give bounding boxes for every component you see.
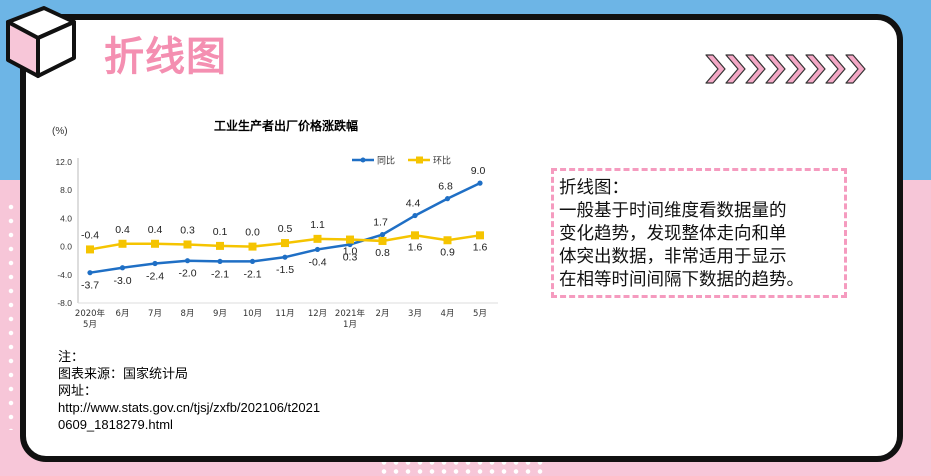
legend-label-yoy: 同比 [377, 155, 395, 167]
y-tick-label: 8.0 [60, 185, 72, 195]
x-tick-label: 9月 [213, 309, 227, 319]
chart-legend: 同比 环比 [352, 155, 451, 167]
data-point-yoy [477, 180, 483, 186]
data-point-mom [346, 235, 354, 244]
x-tick-label: 4月 [441, 309, 455, 319]
x-tick-label: 2月 [376, 309, 390, 319]
data-label-mom: 0.0 [245, 227, 260, 239]
data-label-mom: -0.4 [81, 229, 99, 241]
description-box: 折线图： 一般基于时间维度看数据量的 变化趋势，发现整体走向和单 体突出数据，非… [551, 168, 847, 298]
data-label-mom: 0.4 [148, 224, 163, 236]
data-label-yoy: -0.4 [308, 256, 326, 268]
dot-pattern-left [4, 200, 18, 430]
data-label-yoy: 6.8 [438, 181, 453, 193]
data-label-mom: 0.5 [278, 223, 293, 235]
data-point-mom [151, 239, 159, 248]
data-point-mom [378, 236, 387, 245]
chevron-pattern-icon [705, 54, 866, 84]
y-axis-unit: (%) [52, 126, 68, 137]
legend-label-mom: 环比 [433, 155, 451, 167]
data-label-yoy: 0.3 [343, 251, 358, 263]
description-line: 在相等时间间隔下数据的趋势。 [559, 270, 804, 290]
data-label-mom: 0.3 [180, 224, 195, 236]
y-tick-label: 4.0 [60, 213, 72, 223]
data-label-mom: 0.4 [115, 224, 130, 236]
description-line: 一般基于时间维度看数据量的 [559, 201, 787, 221]
note-source: 图表来源：国家统计局 [58, 366, 189, 381]
x-tick-label: 7月 [148, 309, 162, 319]
chart-title: 工业生产者出厂价格涨跌幅 [214, 119, 359, 133]
x-tick-label: 10月 [243, 309, 262, 319]
data-point-yoy [249, 258, 256, 265]
note-url-part1: http://www.stats.gov.cn/tjsj/zxfb/202106… [58, 400, 321, 415]
x-tick-label: 12月 [308, 309, 327, 319]
data-point-mom [281, 239, 289, 248]
legend-marker-yoy [360, 157, 366, 163]
data-point-mom [183, 240, 192, 249]
x-tick-label: 11月 [275, 309, 294, 319]
dot-pattern-bottom [378, 458, 548, 476]
y-tick-label: -8.0 [57, 298, 72, 308]
cube-icon [6, 6, 76, 78]
data-point-yoy [152, 260, 158, 267]
data-point-yoy [87, 270, 93, 276]
data-point-mom [411, 231, 419, 240]
data-point-mom [216, 241, 224, 250]
page-title: 折线图 [104, 34, 227, 80]
data-point-yoy [217, 258, 223, 265]
data-point-yoy [282, 254, 288, 260]
data-label-yoy: -3.7 [81, 280, 99, 292]
data-label-yoy: -2.4 [146, 271, 164, 283]
data-point-yoy [379, 232, 386, 238]
x-tick-label: 6月 [116, 309, 130, 319]
source-notes: 注： 图表来源：国家统计局 网址： http://www.stats.gov.c… [58, 348, 320, 433]
data-label-yoy: -3.0 [113, 275, 131, 287]
data-point-yoy [119, 265, 126, 271]
x-tick-label: 1月 [343, 320, 357, 330]
x-tick-label: 2020年 [75, 308, 106, 319]
data-point-mom [118, 239, 127, 248]
data-point-yoy [184, 258, 191, 264]
data-label-yoy: -2.0 [178, 268, 196, 280]
data-point-yoy [444, 196, 451, 202]
data-label-yoy: -2.1 [243, 268, 261, 280]
data-label-yoy: 4.4 [406, 198, 421, 210]
x-tick-label: 2021年 [335, 308, 366, 319]
data-point-mom [248, 242, 257, 251]
x-tick-label: 5月 [83, 320, 97, 330]
data-label-mom: 0.9 [440, 246, 455, 258]
note-url-label: 网址： [58, 383, 98, 398]
description-line: 变化趋势，发现整体走向和单 [559, 224, 787, 244]
data-point-mom [313, 234, 322, 243]
y-tick-label: 0.0 [60, 242, 72, 252]
data-point-mom [86, 245, 94, 254]
note-label: 注： [58, 349, 85, 364]
data-label-yoy: -2.1 [211, 268, 229, 280]
data-point-yoy [314, 246, 321, 253]
data-point-yoy [412, 212, 418, 219]
description-heading: 折线图： [559, 178, 629, 198]
data-label-mom: 1.6 [473, 241, 488, 253]
x-tick-label: 8月 [181, 309, 195, 319]
y-tick-label: -4.0 [57, 270, 72, 280]
data-point-mom [443, 236, 452, 245]
data-label-mom: 1.0 [343, 246, 358, 258]
data-label-mom: 0.1 [213, 226, 228, 238]
x-tick-label: 5月 [473, 309, 487, 319]
y-tick-label: 12.0 [55, 157, 72, 167]
data-label-mom: 1.1 [310, 219, 325, 231]
data-label-yoy: -1.5 [276, 264, 294, 276]
data-label-mom: 1.6 [408, 241, 423, 253]
data-label-mom: 0.8 [375, 247, 390, 259]
legend-marker-mom [416, 156, 423, 164]
x-tick-label: 3月 [408, 309, 422, 319]
data-point-mom [476, 231, 484, 240]
data-label-yoy: 9.0 [471, 165, 486, 177]
data-label-yoy: 1.7 [373, 217, 388, 229]
note-url-part2: 0609_1818279.html [58, 417, 173, 432]
description-line: 体突出数据，非常适用于显示 [559, 247, 787, 267]
